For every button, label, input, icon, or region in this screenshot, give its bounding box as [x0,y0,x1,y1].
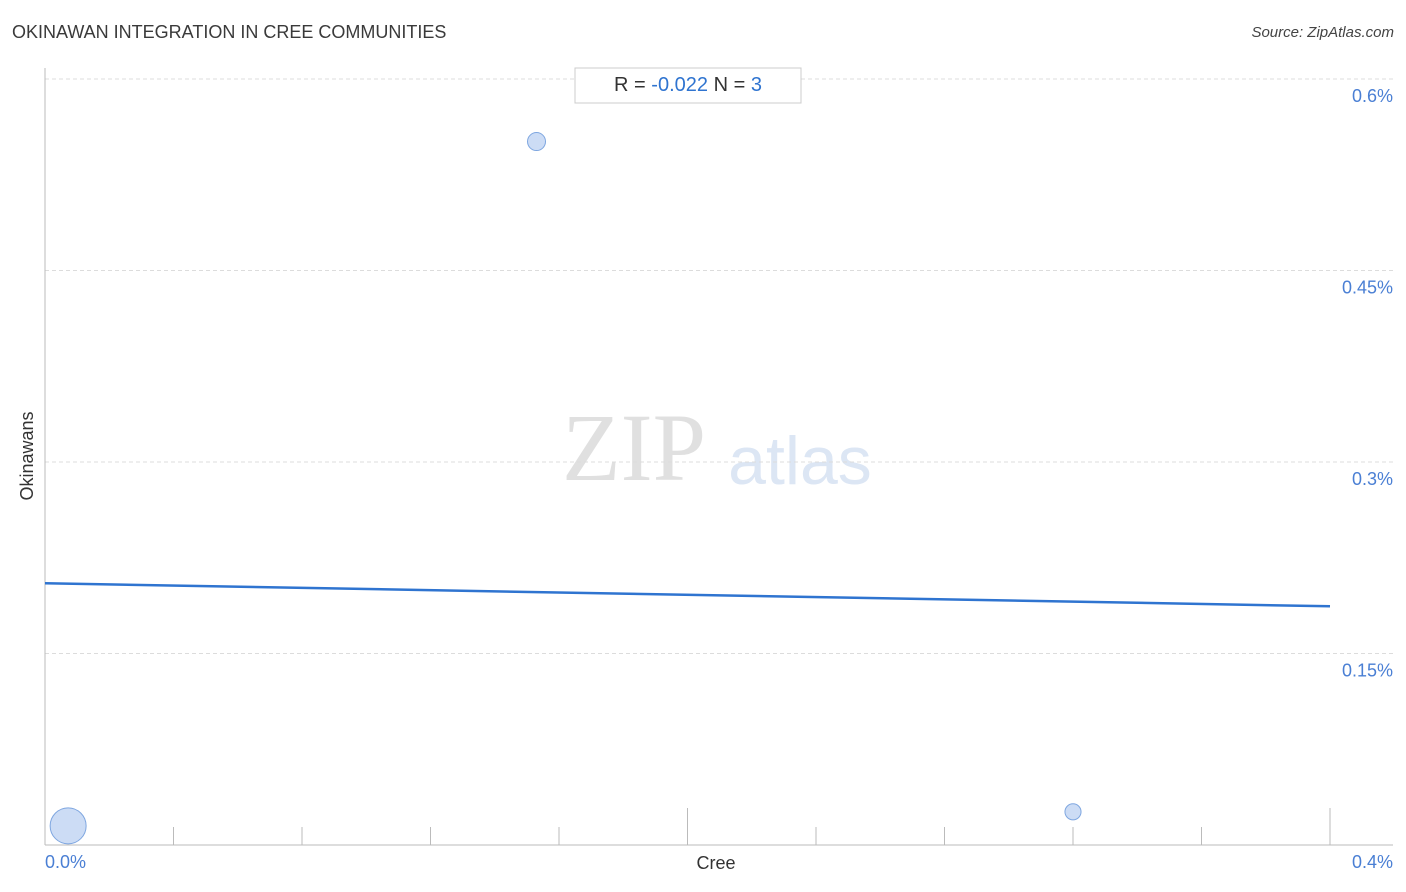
x-tick-label: 0.4% [1352,852,1393,872]
point [527,132,547,152]
r-label: R = [614,74,646,96]
n-label: N = [714,74,746,96]
y-axis-label: Okinawans [17,411,37,500]
r-value: -0.022 [651,74,708,96]
y-tick-label: 0.6% [1352,86,1393,106]
stats: R = -0.022 N = 3 [614,74,762,96]
trend-line [44,582,1331,608]
source: Source: ZipAtlas.com [1251,24,1394,41]
chart-title: OKINAWAN INTEGRATION IN CREE COMMUNITIES [12,22,446,42]
x-tick-label: 0.0% [45,852,86,872]
watermark: atlas [728,423,872,499]
n-value: 3 [751,74,762,96]
x-axis-label: Cree [696,853,735,873]
watermark: ZIP [562,394,706,501]
y-tick-label: 0.3% [1352,469,1393,489]
point [49,807,87,845]
point [1064,803,1082,821]
stats-box [574,67,802,104]
y-tick-label: 0.15% [1342,660,1393,680]
y-tick-label: 0.45% [1342,277,1393,297]
